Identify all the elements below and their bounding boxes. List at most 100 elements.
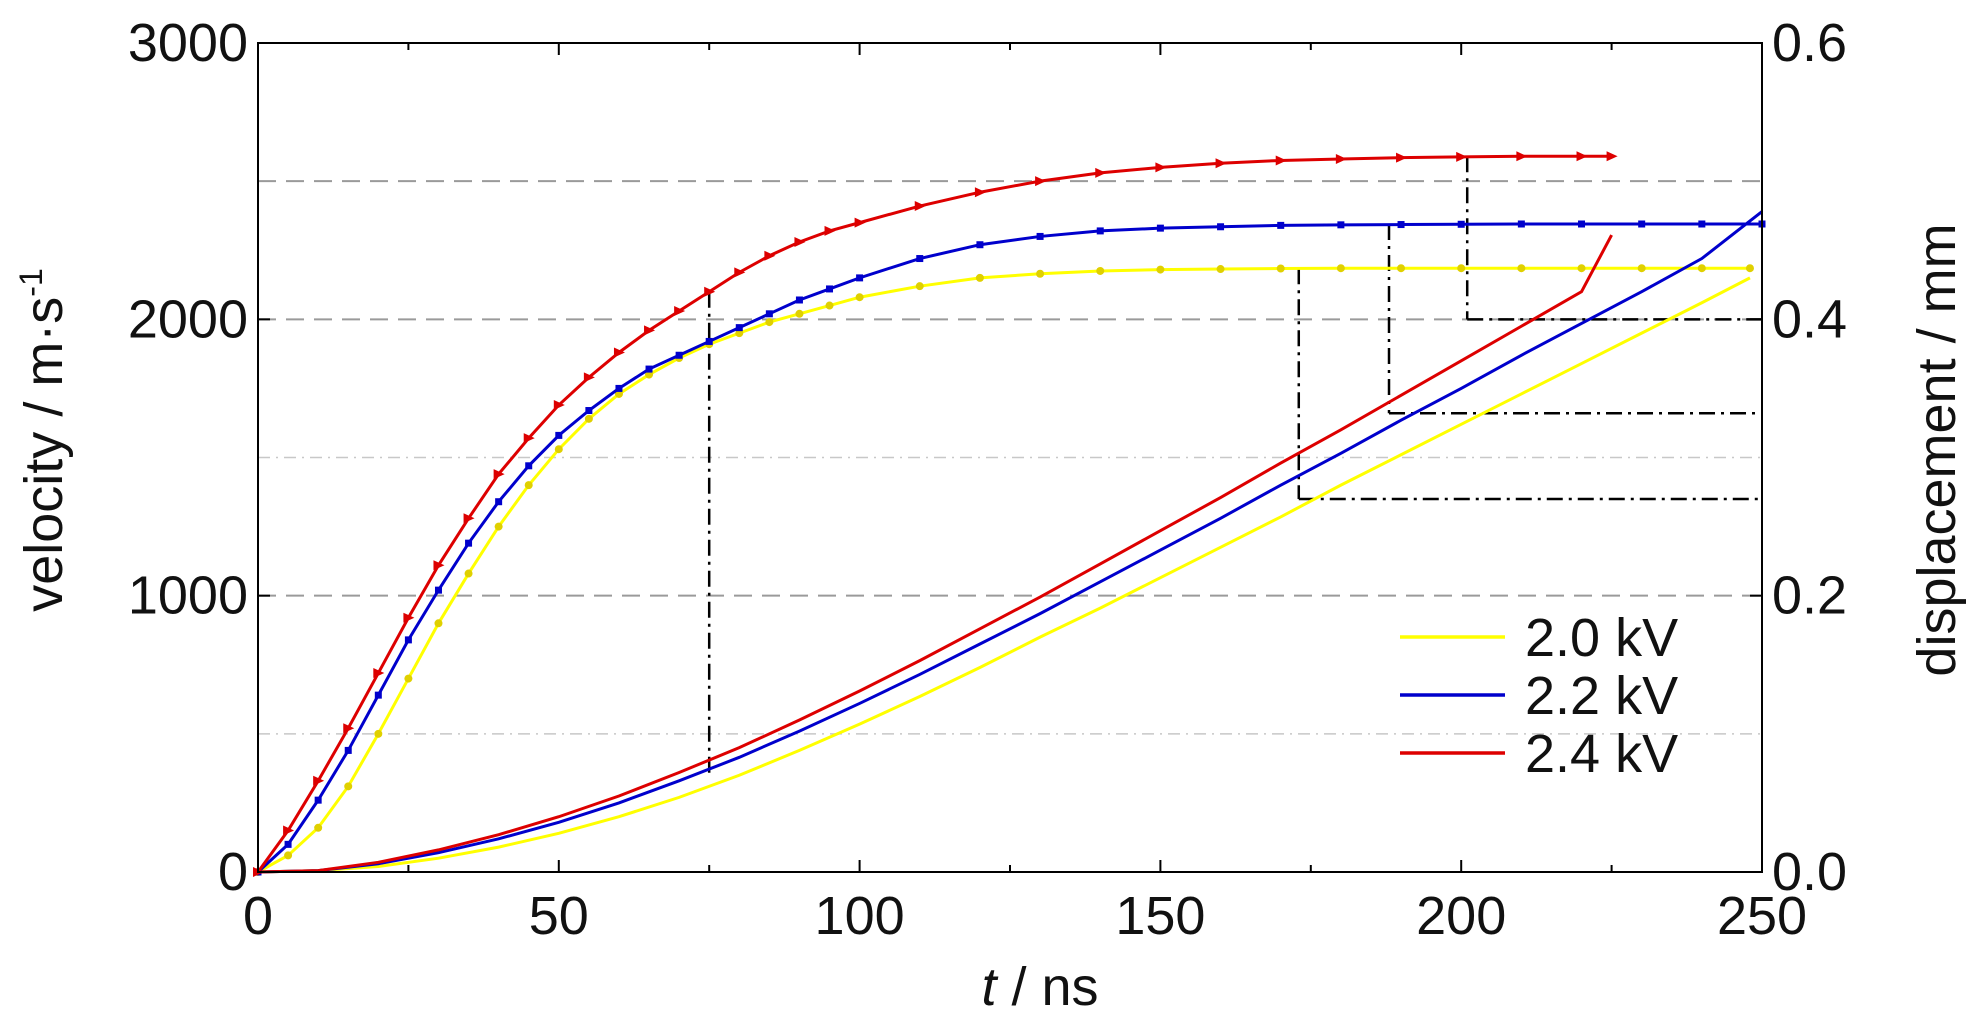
annotation-lines — [707, 156, 1762, 779]
velocity-marker-series-2 — [493, 469, 505, 480]
velocity-marker-series-1 — [916, 255, 924, 263]
velocity-marker-series-2 — [1095, 167, 1107, 178]
displacement-line-series-1 — [257, 210, 1763, 874]
velocity-marker-series-1 — [344, 746, 352, 754]
y-tick-label: 2000 — [128, 289, 248, 349]
velocity-marker-series-0 — [1036, 269, 1045, 278]
velocity-marker-series-1 — [705, 337, 713, 345]
velocity-marker-series-2 — [343, 723, 355, 734]
velocity-marker-series-0 — [1457, 264, 1466, 273]
velocity-marker-series-0 — [1336, 264, 1345, 273]
velocity-marker-series-2 — [764, 250, 776, 261]
velocity-marker-series-1 — [1217, 223, 1225, 231]
velocity-marker-series-1 — [1337, 221, 1345, 229]
velocity-marker-series-2 — [1335, 154, 1347, 165]
velocity-marker-series-2 — [1576, 151, 1588, 162]
velocity-marker-series-2 — [794, 236, 806, 247]
velocity-marker-series-1 — [284, 840, 292, 848]
velocity-marker-series-0 — [584, 414, 593, 423]
velocity-marker-series-1 — [404, 636, 412, 644]
velocity-marker-series-1 — [765, 310, 773, 318]
velocity-marker-series-0 — [1216, 265, 1225, 274]
velocity-line-series-2 — [256, 154, 1612, 873]
velocity-marker-series-0 — [765, 318, 774, 327]
y-tick-label: 1000 — [128, 566, 248, 626]
velocity-marker-series-2 — [854, 217, 866, 228]
velocity-marker-series-1 — [465, 539, 473, 547]
velocity-marker-series-0 — [1745, 264, 1754, 273]
velocity-marker-series-2 — [373, 668, 385, 679]
data-series — [253, 151, 1766, 877]
velocity-marker-series-1 — [976, 241, 984, 249]
velocity-marker-series-2 — [644, 325, 656, 336]
velocity-marker-series-0 — [1637, 264, 1646, 273]
velocity-marker-series-1 — [374, 691, 382, 699]
velocity-marker-series-1 — [645, 365, 653, 373]
velocity-marker-series-0 — [1096, 266, 1105, 275]
velocity-marker-series-1 — [555, 431, 563, 439]
legend-label-series-2: 2.4 kV — [1525, 724, 1678, 784]
velocity-marker-series-2 — [1456, 151, 1468, 162]
velocity-marker-series-2 — [283, 825, 295, 836]
velocity-marker-series-0 — [975, 273, 984, 282]
velocity-marker-series-1 — [1457, 220, 1465, 228]
velocity-marker-series-0 — [825, 301, 834, 310]
velocity-marker-series-2 — [1035, 176, 1047, 187]
y-tick-label: 0 — [218, 842, 248, 902]
velocity-marker-series-1 — [856, 274, 864, 282]
velocity-marker-series-0 — [284, 851, 293, 860]
velocity-marker-series-2 — [674, 306, 686, 317]
velocity-marker-series-2 — [974, 187, 986, 198]
x-tick-label: 150 — [1115, 886, 1205, 946]
velocity-marker-series-1 — [1578, 220, 1586, 228]
velocity-marker-series-0 — [1156, 265, 1165, 274]
velocity-marker-series-1 — [615, 384, 623, 392]
velocity-marker-series-0 — [1577, 264, 1586, 273]
velocity-marker-series-0 — [494, 522, 503, 531]
legend-label-series-0: 2.0 kV — [1525, 608, 1678, 668]
velocity-marker-series-0 — [404, 674, 413, 683]
x-tick-label: 50 — [529, 886, 589, 946]
y2-tick-label: 0.4 — [1772, 289, 1847, 349]
x-tick-label: 250 — [1717, 886, 1807, 946]
velocity-marker-series-0 — [735, 329, 744, 338]
velocity-line-series-0 — [257, 266, 1750, 874]
velocity-marker-series-2 — [313, 775, 325, 786]
velocity-marker-series-2 — [1215, 158, 1227, 169]
velocity-marker-series-0 — [344, 782, 353, 791]
y-tick-label: 3000 — [128, 13, 248, 73]
velocity-marker-series-1 — [1277, 221, 1285, 229]
y2-tick-label: 0.2 — [1772, 566, 1847, 626]
velocity-marker-series-1 — [1096, 227, 1104, 235]
velocity-marker-series-1 — [675, 351, 683, 359]
velocity-marker-series-0 — [374, 729, 383, 738]
velocity-marker-series-0 — [915, 282, 924, 291]
velocity-marker-series-1 — [735, 324, 743, 332]
velocity-marker-series-0 — [855, 293, 864, 302]
y-axis-title: velocity / m·s-1 — [13, 268, 74, 612]
velocity-marker-series-1 — [314, 796, 322, 804]
velocity-marker-series-0 — [314, 823, 323, 832]
velocity-marker-series-2 — [704, 286, 716, 297]
velocity-marker-series-1 — [795, 296, 803, 304]
velocity-marker-series-0 — [1697, 264, 1706, 273]
y2-tick-label: 0.0 — [1772, 842, 1847, 902]
velocity-marker-series-2 — [583, 372, 595, 383]
velocity-marker-series-2 — [433, 560, 445, 571]
velocity-marker-series-2 — [1606, 151, 1618, 162]
velocity-marker-series-0 — [524, 481, 533, 490]
legend-label-series-1: 2.2 kV — [1525, 666, 1678, 726]
velocity-marker-series-2 — [1155, 162, 1167, 173]
velocity-marker-series-0 — [464, 569, 473, 578]
displacement-line-series-2 — [257, 234, 1613, 874]
velocity-marker-series-0 — [795, 309, 804, 318]
velocity-marker-series-1 — [1698, 220, 1706, 228]
velocity-marker-series-1 — [525, 462, 533, 470]
velocity-marker-series-1 — [1036, 232, 1044, 240]
velocity-line-series-1 — [256, 222, 1762, 874]
velocity-marker-series-2 — [734, 267, 746, 278]
velocity-marker-series-2 — [914, 201, 926, 212]
velocity-marker-series-0 — [1397, 264, 1406, 273]
displacement-line-series-0 — [257, 276, 1751, 874]
